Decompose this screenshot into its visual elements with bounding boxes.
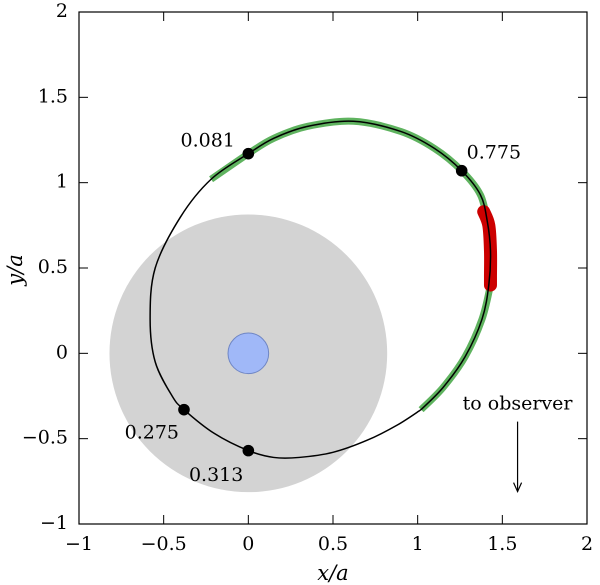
phase-label-2: 0.775	[467, 142, 521, 164]
plot-layer	[109, 214, 388, 493]
y-tick-label: 1.5	[38, 85, 68, 107]
y-axis-label: y/a	[3, 254, 27, 286]
x-tick-label: 1.5	[487, 533, 517, 555]
observer-annotation: to observer	[463, 393, 574, 415]
y-tick-label: 1	[56, 171, 68, 193]
x-tick-label: −1	[65, 533, 93, 555]
x-tick-label: 1	[412, 533, 424, 555]
y-tick-label: 2	[56, 0, 68, 22]
x-axis-label: x/a	[317, 561, 348, 585]
orbit-point-1	[242, 147, 255, 160]
orbit-point-3	[178, 403, 190, 416]
labels-layer: 0.081 0.775 0.275 0.313 to observer −1 −0.5 0 0.…	[22, 0, 593, 555]
x-tick-label: 2	[581, 533, 593, 555]
green-arc-1	[209, 117, 491, 222]
x-tick-label: 0.5	[318, 533, 348, 555]
orbit-point-2	[455, 164, 468, 177]
central-star	[227, 332, 270, 375]
x-tick-label: 0	[242, 533, 254, 555]
phase-label-4: 0.313	[189, 464, 243, 486]
marks-layer	[149, 117, 498, 459]
y-tick-label: 0.5	[38, 256, 68, 278]
x-tick-label: −0.5	[141, 533, 187, 555]
orbit-line	[149, 120, 492, 459]
y-tick-label: −1	[40, 512, 68, 534]
phase-label-1: 0.081	[180, 130, 234, 152]
green-arc-2	[418, 284, 494, 413]
y-tick-label: −0.5	[22, 427, 68, 449]
observer-arrow-head	[513, 482, 523, 494]
y-tick-label: 0	[56, 341, 68, 363]
phase-label-3: 0.275	[125, 422, 179, 444]
orbit-point-4	[242, 444, 255, 457]
